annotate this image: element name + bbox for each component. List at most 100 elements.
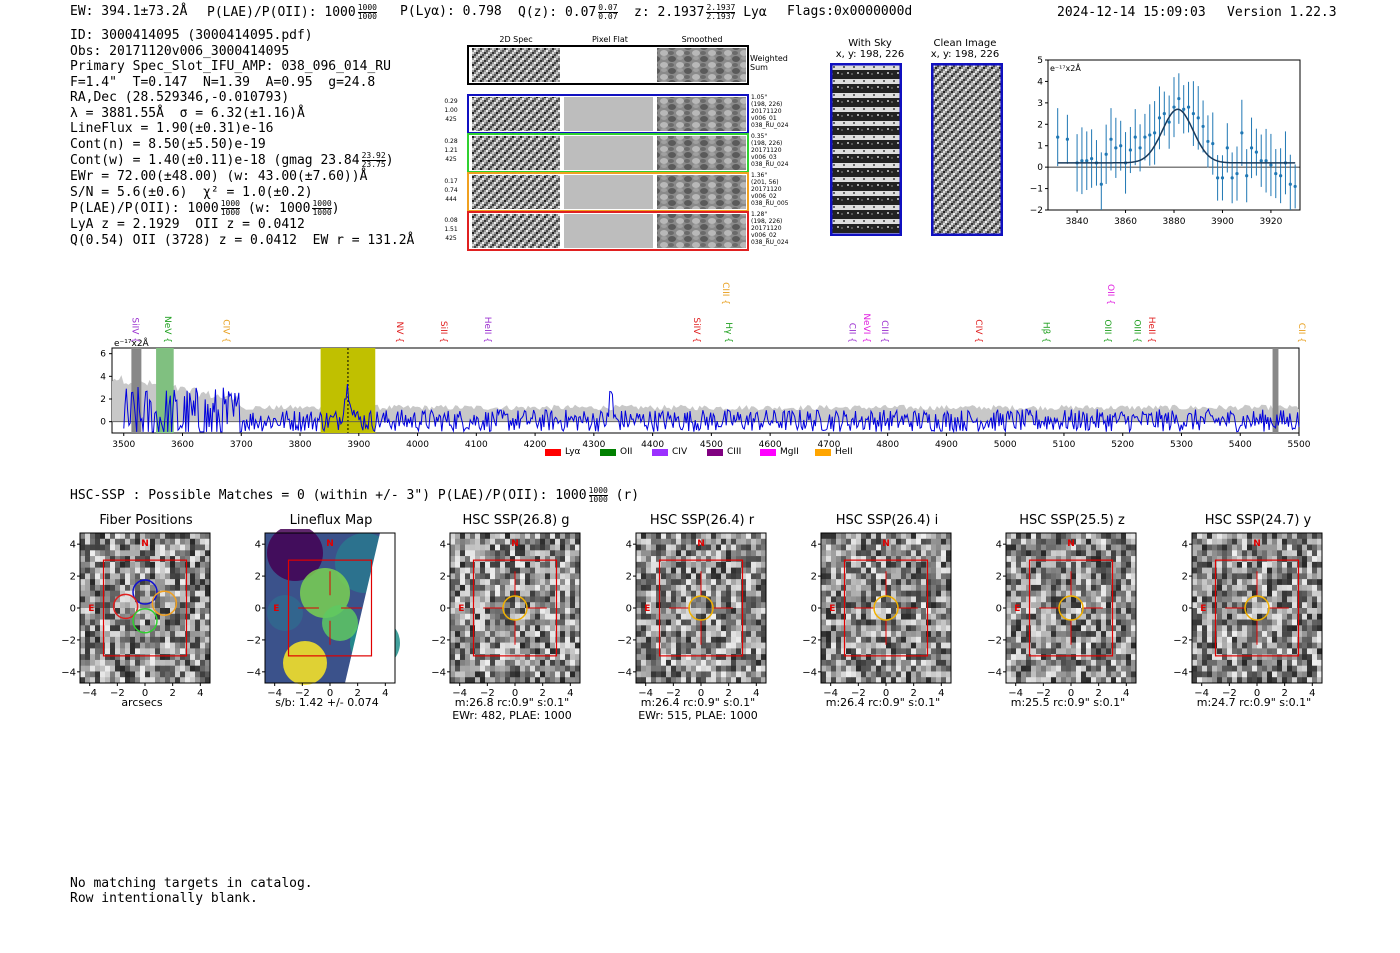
- cutout-pixel: [530, 544, 536, 551]
- cutout-pixel: [515, 625, 521, 632]
- cutout-pixel: [1041, 596, 1047, 603]
- cutout-pixel: [140, 602, 146, 609]
- cutout-pixel: [1267, 550, 1273, 557]
- cutout-pixel: [560, 579, 566, 586]
- cutout-pixel: [1277, 608, 1283, 615]
- cutout-pixel: [95, 590, 101, 597]
- cutout-pixel: [1046, 602, 1052, 609]
- cutout-pixel: [465, 665, 471, 672]
- cutout-pixel: [470, 584, 476, 591]
- cutout-pixel: [570, 654, 576, 661]
- cutout-pixel: [831, 533, 837, 540]
- cutout-pixel: [751, 677, 757, 684]
- cutout-pixel: [671, 636, 677, 643]
- cutout-pixel: [1287, 642, 1293, 649]
- cutout-pixel: [510, 631, 516, 638]
- cutout-pixel: [1121, 550, 1127, 557]
- cutout-pixel: [1086, 596, 1092, 603]
- cutout-pixel: [115, 538, 121, 545]
- cutout-pixel: [1297, 659, 1303, 666]
- cutout-pixel: [530, 654, 536, 661]
- cutout-pixel: [1277, 596, 1283, 603]
- cutout-pixel: [1111, 642, 1117, 649]
- cutout-pixel: [505, 533, 511, 540]
- cutout-pixel: [1247, 636, 1253, 643]
- cutout-pixel: [490, 590, 496, 597]
- cutout-pixel: [1207, 596, 1213, 603]
- cutout-pixel: [460, 619, 466, 626]
- cutout-pixel: [866, 665, 872, 672]
- cutout-pixel: [756, 561, 762, 568]
- cutout-pixel: [545, 642, 551, 649]
- cutout-pixel: [666, 596, 672, 603]
- info-lineflux: LineFlux = 1.90(±0.31)e-16: [70, 121, 274, 136]
- cutout-pixel: [1041, 573, 1047, 580]
- cutout-pixel: [641, 631, 647, 638]
- cutout-pixel: [826, 550, 832, 557]
- info-plae-lo: 1000: [220, 208, 240, 217]
- cutout-pixel: [1217, 590, 1223, 597]
- cutout-pixel: [841, 631, 847, 638]
- cutout-pixel: [485, 625, 491, 632]
- cutout-pixel: [736, 573, 742, 580]
- cutout-pixel: [500, 654, 506, 661]
- cutout-pixel: [1021, 544, 1027, 551]
- cutout-pixel: [1131, 556, 1137, 563]
- cutout-pixel: [500, 619, 506, 626]
- cutout-pixel: [140, 533, 146, 540]
- cutout-pixel: [1277, 613, 1283, 620]
- cutout-pixel: [190, 584, 196, 591]
- cutout-pixel: [510, 538, 516, 545]
- cutout-pixel: [85, 596, 91, 603]
- cutout-pixel: [1252, 659, 1258, 666]
- cutout-pixel: [861, 613, 867, 620]
- cutout-pixel: [170, 613, 176, 620]
- cutout-pixel: [1247, 573, 1253, 580]
- compass-north: N: [882, 539, 890, 549]
- cutout-pixel: [1016, 654, 1022, 661]
- cutout-pixel: [1036, 596, 1042, 603]
- cutout-pixel: [450, 665, 456, 672]
- cutout-pixel: [836, 590, 842, 597]
- cutout-pixel: [696, 556, 702, 563]
- cutout-pixel: [751, 596, 757, 603]
- cutout-pixel: [856, 590, 862, 597]
- cutout-pixel: [140, 648, 146, 655]
- cutout-pixel: [911, 648, 917, 655]
- cutout-pixel: [95, 596, 101, 603]
- cutout-pixel: [866, 596, 872, 603]
- cutout-pixel: [1192, 625, 1198, 632]
- cutout-pixel: [105, 648, 111, 655]
- cutout-pixel: [1257, 544, 1263, 551]
- cutout-pixel: [826, 608, 832, 615]
- cutout-pixel: [115, 573, 121, 580]
- cutout-pixel: [120, 665, 126, 672]
- cutout-pixel: [821, 659, 827, 666]
- cutout-pixel: [155, 550, 161, 557]
- cutout-pixel: [510, 677, 516, 684]
- cutout-pixel: [1131, 677, 1137, 684]
- cutout-pixel: [95, 556, 101, 563]
- cutout-pixel: [1257, 584, 1263, 591]
- cutout-pixel: [525, 544, 531, 551]
- cutout-ytick-label: −4: [1174, 667, 1188, 678]
- cutout-pixel: [746, 596, 752, 603]
- cutout-pixel: [185, 636, 191, 643]
- cutout-pixel: [1207, 556, 1213, 563]
- spectrum-xtick-label: 4500: [700, 440, 723, 450]
- info-contw: Cont(w) = 1.40(±0.11)e-18 (gmag 23.84 23.…: [70, 152, 414, 169]
- cutout-pixel: [656, 613, 662, 620]
- cutout-pixel: [155, 665, 161, 672]
- cutout-pixel: [1222, 654, 1228, 661]
- cutout-pixel: [1036, 631, 1042, 638]
- cutout-pixel: [1282, 625, 1288, 632]
- cutout-pixel: [1106, 654, 1112, 661]
- cutout-pixel: [145, 665, 151, 672]
- cutout-pixel: [1222, 659, 1228, 666]
- cutout-pixel: [711, 550, 717, 557]
- cutout-pixel: [711, 608, 717, 615]
- cutout-pixel: [450, 659, 456, 666]
- cutout-pixel: [741, 550, 747, 557]
